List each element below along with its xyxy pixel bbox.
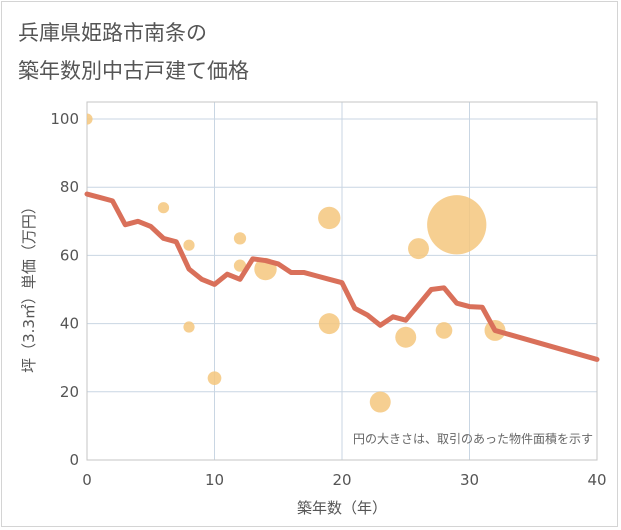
x-tick-labels: 0 10 20 30 40	[82, 471, 606, 489]
bubble-series	[87, 113, 506, 413]
trend-series	[84, 191, 600, 362]
x-tick-label: 40	[587, 471, 606, 489]
bubble-point	[318, 206, 341, 230]
chart-title-line-1: 兵庫県姫路市南条の	[18, 21, 207, 45]
chart-title: 兵庫県姫路市南条の 築年数別中古戸建て価格	[18, 14, 249, 90]
bubble-point	[427, 195, 487, 255]
bubble-point	[318, 313, 340, 335]
x-tick-label: 20	[332, 471, 351, 489]
y-tick-label: 80	[60, 178, 79, 196]
y-tick-label: 100	[50, 110, 79, 128]
y-tick-labels: 0 20 40 60 80 100	[50, 110, 79, 469]
x-tick-label: 30	[460, 471, 479, 489]
plot-area-border	[86, 101, 598, 461]
bubble-point	[183, 239, 195, 251]
bubble-point	[233, 259, 247, 272]
bubble-point	[408, 238, 429, 260]
bubble-size-note: 円の大きさは、取引のあった物件面積を示す	[353, 431, 593, 446]
y-axis-title: 坪（3.3㎡）単価（万円）	[20, 199, 38, 373]
bubble-point	[183, 321, 195, 333]
bubble-point	[157, 202, 170, 214]
x-tick-label: 10	[205, 471, 224, 489]
y-tick-label: 60	[60, 246, 79, 264]
bubble-point	[233, 232, 247, 245]
y-tick-label: 40	[60, 315, 79, 333]
chart-title-line-2: 築年数別中古戸建て価格	[18, 59, 249, 83]
bubble-point	[395, 326, 417, 348]
y-tick-label: 20	[60, 383, 79, 401]
x-tick-label: 0	[82, 471, 92, 489]
bubble-point	[207, 371, 222, 386]
x-axis-title: 築年数（年）	[297, 499, 387, 517]
bubble-point	[87, 113, 93, 125]
bubble-point	[435, 322, 453, 339]
y-tick-label: 0	[69, 451, 79, 469]
trend-line	[84, 191, 600, 362]
bubble-point	[369, 391, 391, 413]
